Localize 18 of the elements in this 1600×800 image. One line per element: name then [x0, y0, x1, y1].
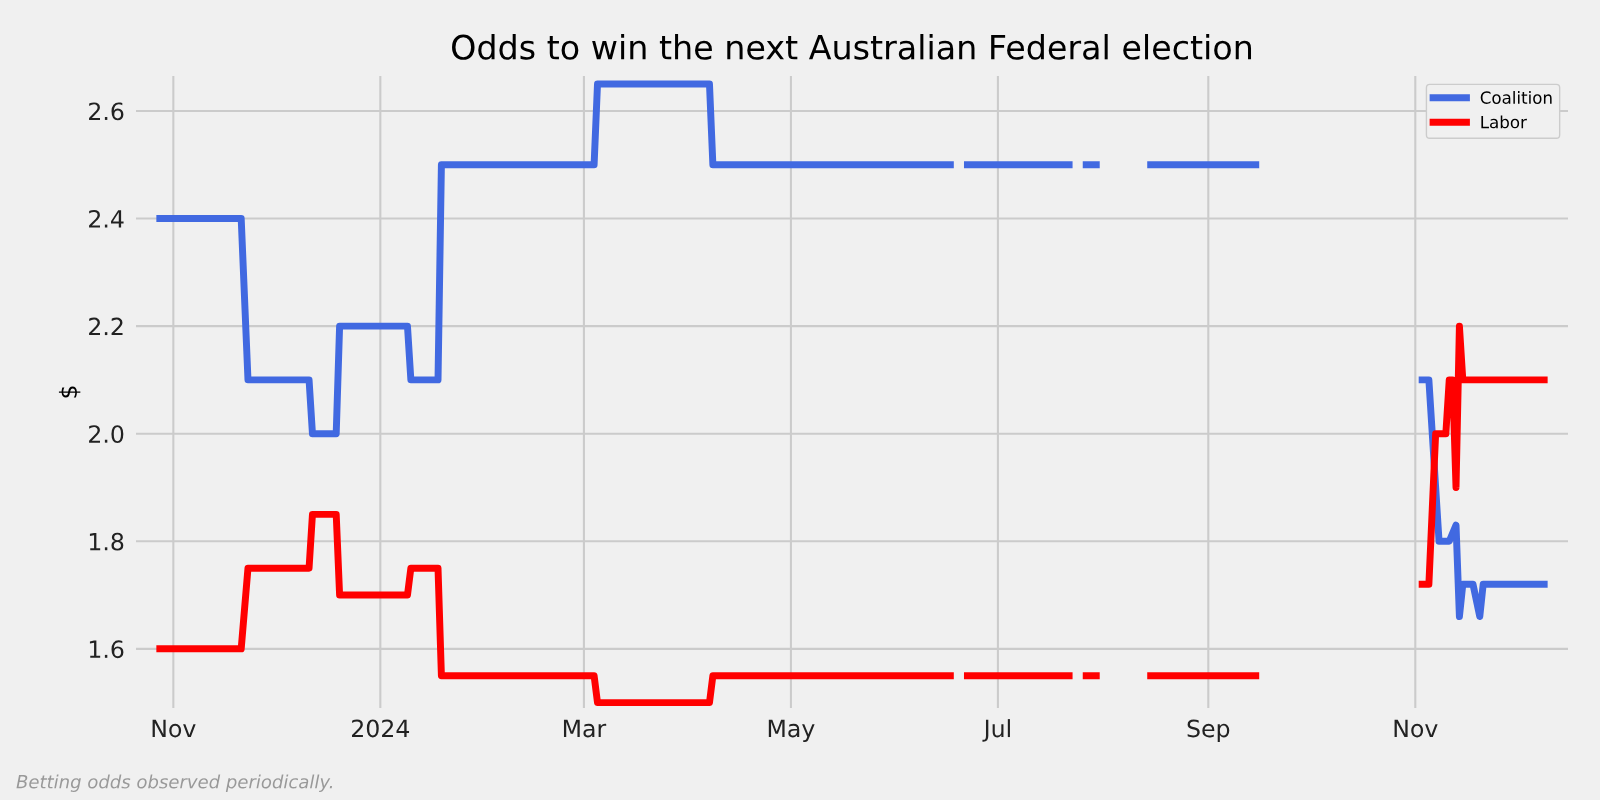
- y-tick-label: 2.2: [89, 317, 123, 336]
- x-tick-label: 2024: [352, 719, 410, 738]
- y-axis-title: $: [58, 386, 81, 398]
- chart-title: Odds to win the next Australian Federal election: [452, 34, 1252, 60]
- y-tick-label: 1.6: [89, 640, 124, 659]
- x-tick-label: May: [768, 719, 815, 742]
- y-tick-label: 1.8: [89, 532, 124, 551]
- x-tick-label: Jul: [982, 719, 1010, 742]
- y-tick-label: 2.6: [89, 102, 124, 121]
- legend-label: Labor: [1481, 115, 1527, 129]
- x-tick-label: Sep: [1187, 719, 1230, 742]
- legend-label: Coalition: [1480, 91, 1552, 104]
- text: Betting odds observed periodically.: [16, 774, 333, 792]
- y-tick-label: 2.0: [89, 425, 124, 443]
- x-tick-label: Nov: [152, 719, 196, 738]
- x-tick-label: Mar: [563, 719, 607, 738]
- x-tick-label: Nov: [1394, 719, 1438, 738]
- y-tick-label: 2.4: [89, 209, 124, 228]
